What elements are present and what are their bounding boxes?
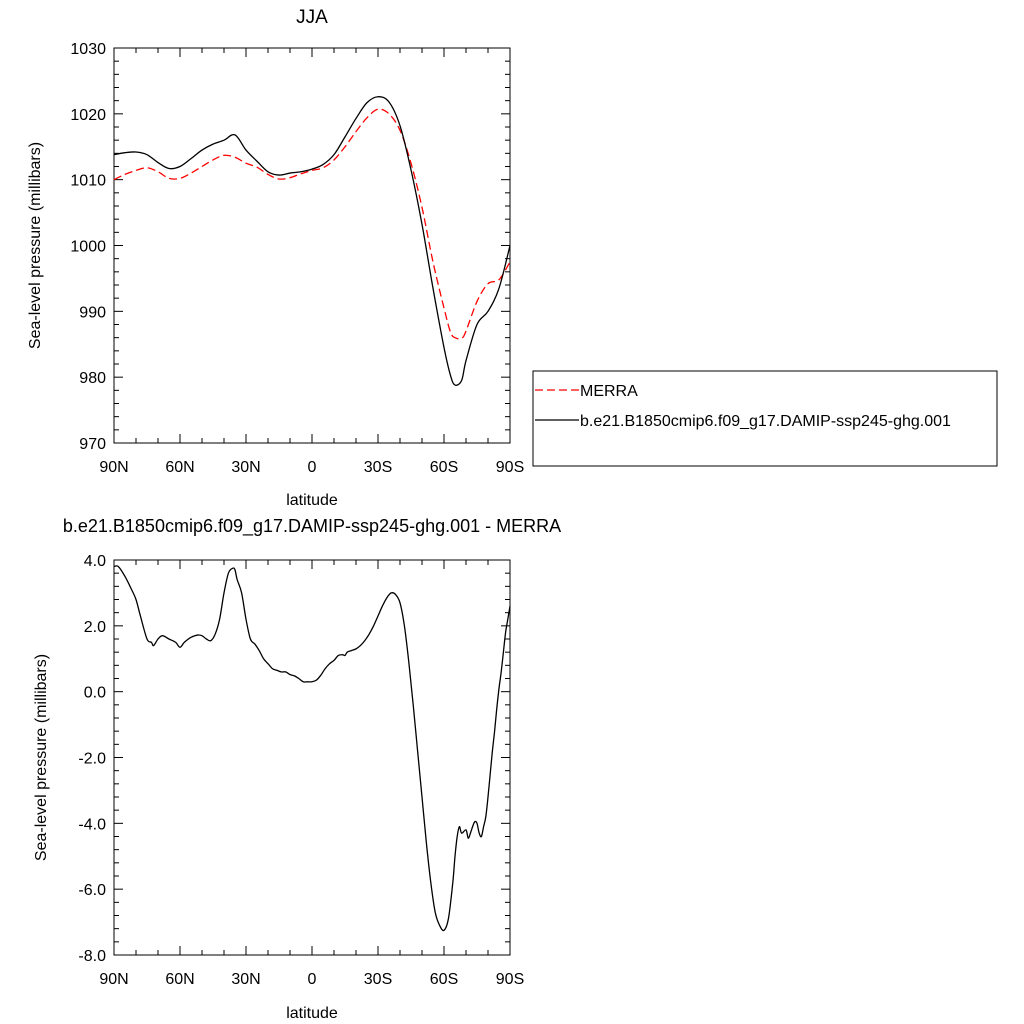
y-axis-label: Sea-level pressure (millibars) [33,654,50,861]
x-tick-label: 90N [99,459,128,476]
series-line-merra [113,108,511,340]
x-tick-label: 30N [231,459,260,476]
x-tick-label: 0 [308,971,317,988]
y-tick-label: 1010 [70,173,106,190]
x-tick-label: 90S [496,459,524,476]
legend-box [532,370,998,467]
x-tick-label: 30S [364,971,392,988]
y-tick-label: 2.0 [84,619,106,636]
x-axis-label: latitude [286,492,338,509]
y-tick-label: 4.0 [84,553,106,570]
x-tick-label: 60N [165,971,194,988]
y-tick-label: -2.0 [78,751,106,768]
x-tick-label: 0 [308,459,317,476]
series-line-difference [113,565,511,932]
y-tick-label: 1020 [70,107,106,124]
y-axis-label: Sea-level pressure (millibars) [27,142,44,349]
y-tick-label: -4.0 [78,816,106,833]
series-line-model [113,96,511,386]
y-tick-label: 990 [79,304,106,321]
y-tick-label: 1030 [70,41,106,58]
bottom-panel-difference: b.e21.B1850cmip6.f09_g17.DAMIP-ssp245-gh… [33,516,561,1022]
y-tick-label: 980 [79,370,106,387]
plot-frame [113,559,511,956]
x-axis-label: latitude [286,1005,338,1022]
x-tick-label: 30N [231,971,260,988]
x-tick-label: 60S [430,971,458,988]
y-tick-label: 1000 [70,239,106,256]
x-tick-label: 60N [165,459,194,476]
y-tick-label: 0.0 [84,685,106,702]
y-tick-label: -8.0 [78,948,106,965]
legend-label: MERRA [580,383,638,400]
y-tick-label: -6.0 [78,882,106,899]
y-tick-label: 970 [79,436,106,453]
x-tick-label: 30S [364,459,392,476]
x-tick-label: 60S [430,459,458,476]
x-tick-label: 90N [99,971,128,988]
legend-label: b.e21.B1850cmip6.f09_g17.DAMIP-ssp245-gh… [580,413,951,430]
legend: MERRA b.e21.B1850cmip6.f09_g17.DAMIP-ssp2… [532,370,998,467]
x-tick-label: 90S [496,971,524,988]
top-panel-sea-level-pressure: JJA latitude Sea-level pressure (millibars… [27,7,524,509]
chart-title: JJA [296,7,328,28]
plot-frame [113,47,511,444]
chart-title: b.e21.B1850cmip6.f09_g17.DAMIP-ssp245-gh… [63,516,561,537]
